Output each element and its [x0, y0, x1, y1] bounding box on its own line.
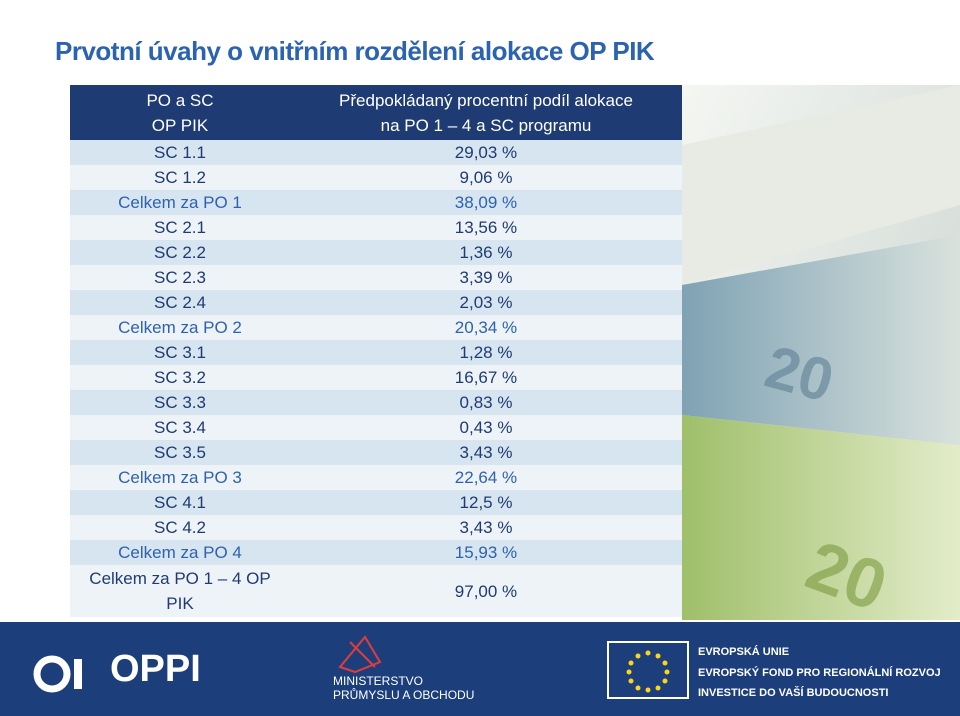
row-label: Celkem za PO 1 – 4 OP PIK — [70, 565, 290, 617]
slide-title: Prvotní úvahy o vnitřním rozdělení aloka… — [55, 36, 655, 66]
row-value: 9,06 % — [290, 165, 682, 190]
row-value: 0,83 % — [290, 390, 682, 415]
row-value: 0,43 % — [290, 415, 682, 440]
row-label: SC 2.4 — [70, 290, 290, 315]
row-value: 97,00 % — [290, 565, 682, 617]
table-row: SC 1.2 9,06 % — [70, 165, 682, 190]
eu-line: EVROPSKÝ FOND PRO REGIONÁLNÍ ROZVOJ — [698, 667, 941, 679]
table-row: Celkem za PO 3 22,64 % — [70, 465, 682, 490]
row-label: Celkem za PO 1 — [70, 190, 290, 215]
oppi-logo — [33, 655, 71, 693]
row-value: 2,03 % — [290, 290, 682, 315]
row-value: 22,64 % — [290, 465, 682, 490]
row-label: SC 4.1 — [70, 490, 290, 515]
row-label: Celkem za PO 3 — [70, 465, 290, 490]
row-value: 3,39 % — [290, 265, 682, 290]
ministry-line: PRŮMYSLU A OBCHODU — [333, 688, 475, 702]
row-label: SC 2.1 — [70, 215, 290, 240]
table-row: Celkem za PO 2 20,34 % — [70, 315, 682, 340]
row-label: SC 3.4 — [70, 415, 290, 440]
ministry-logo — [338, 635, 382, 674]
row-label: SC 1.1 — [70, 140, 290, 165]
oppi-text: OPPI — [110, 648, 201, 690]
cell-line: PO a SC — [146, 90, 214, 110]
footer-logos — [33, 635, 689, 699]
row-label: SC 4.2 — [70, 515, 290, 540]
table-row: SC 3.2 16,67 % — [70, 365, 682, 390]
row-value: 15,93 % — [290, 540, 682, 565]
row-value: 3,43 % — [290, 515, 682, 540]
table-row: SC 2.2 1,36 % — [70, 240, 682, 265]
row-value: 1,28 % — [290, 340, 682, 365]
row-value: 12,5 % — [290, 490, 682, 515]
allocation-table: PO a SC OP PIK Předpokládaný procentní pod… — [70, 85, 682, 617]
row-value: 3,43 % — [290, 440, 682, 465]
table-row: SC 3.3 0,83 % — [70, 390, 682, 415]
table-row: Celkem za PO 4 15,93 % — [70, 540, 682, 565]
row-value: 29,03 % — [290, 140, 682, 165]
table-row: SC 1.1 29,03 % — [70, 140, 682, 165]
header-cell: Předpokládaný procentní podíl alokace na … — [290, 85, 682, 140]
table-body: PO a SC OP PIK Předpokládaný procentní pod… — [70, 85, 682, 617]
cell-line: na PO 1 – 4 a SC programu — [380, 115, 592, 135]
table-row: Celkem za PO 1 38,09 % — [70, 190, 682, 215]
row-value: 16,67 % — [290, 365, 682, 390]
row-label: Celkem za PO 2 — [70, 315, 290, 340]
row-label: SC 3.1 — [70, 340, 290, 365]
ministry-line: MINISTERSTVO — [333, 674, 424, 688]
table-row: SC 4.2 3,43 % — [70, 515, 682, 540]
table-row: SC 3.1 1,28 % — [70, 340, 682, 365]
table-row: SC 2.1 13,56 % — [70, 215, 682, 240]
row-value: 38,09 % — [290, 190, 682, 215]
table-row: SC 4.1 12,5 % — [70, 490, 682, 515]
row-label: SC 3.2 — [70, 365, 290, 390]
eu-stars — [626, 650, 670, 693]
header-cell: PO a SC OP PIK — [70, 85, 290, 140]
table-row: SC 3.4 0,43 % — [70, 415, 682, 440]
eu-line: EVROPSKÁ UNIE — [698, 646, 790, 658]
oppi-logo-bar — [74, 659, 82, 689]
banknote-photo: 20 20 — [682, 85, 960, 620]
row-label: SC 1.2 — [70, 165, 290, 190]
row-value: 20,34 % — [290, 315, 682, 340]
total-row: Celkem za PO 1 – 4 OP PIK 97,00 % — [70, 565, 682, 617]
header-row: PO a SC OP PIK Předpokládaný procentní pod… — [70, 85, 682, 140]
row-label: SC 2.3 — [70, 265, 290, 290]
cell-line: PIK — [166, 594, 194, 613]
row-label: SC 2.2 — [70, 240, 290, 265]
row-value: 1,36 % — [290, 240, 682, 265]
cell-line: OP PIK — [151, 115, 209, 135]
row-label: Celkem za PO 4 — [70, 540, 290, 565]
table-row: SC 2.4 2,03 % — [70, 290, 682, 315]
row-label: SC 3.3 — [70, 390, 290, 415]
row-label: SC 3.5 — [70, 440, 290, 465]
row-value: 13,56 % — [290, 215, 682, 240]
eu-line: INVESTICE DO VAŠÍ BUDOUCNOSTI — [698, 687, 889, 699]
cell-line: Celkem za PO 1 – 4 OP — [89, 569, 271, 588]
table-row: SC 3.5 3,43 % — [70, 440, 682, 465]
cell-line: Předpokládaný procentní podíl alokace — [339, 90, 633, 110]
table-row: SC 2.3 3,39 % — [70, 265, 682, 290]
footer: OPPI MINISTERSTVO PRŮMYSLU A OBCHODU EVR… — [0, 622, 960, 716]
